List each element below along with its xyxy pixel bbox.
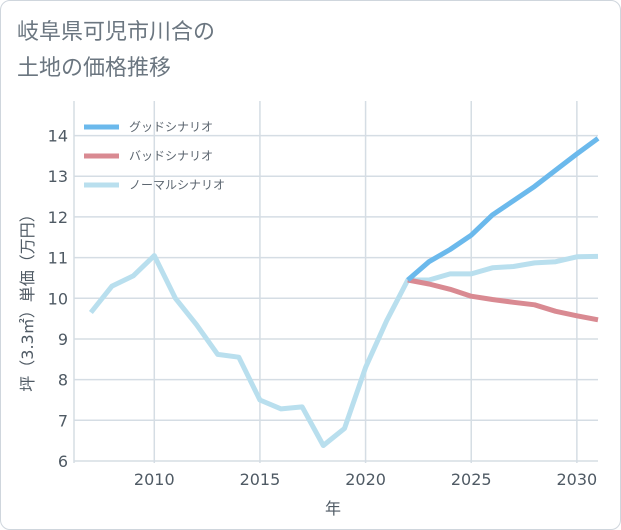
x-axis-label: 年	[325, 499, 341, 518]
series-line-good	[406, 136, 600, 282]
axis-ticks: 6 7 8 9 10 11 12 13 14 2010 2015 2020 2025 2030	[48, 127, 598, 489]
y-tick-label: 11	[48, 249, 68, 268]
x-tick-label: 2010	[134, 470, 175, 489]
legend-label: ノーマルシナリオ	[129, 178, 225, 192]
y-axis-label: 坪（3.3㎡）単価（万円）	[18, 206, 37, 391]
y-tick-label: 13	[48, 167, 68, 186]
y-tick-label: 9	[58, 330, 68, 349]
x-tick-label: 2015	[240, 470, 281, 489]
y-tick-label: 7	[58, 411, 68, 430]
y-tick-label: 12	[48, 208, 68, 227]
series-line-normal	[88, 253, 599, 448]
y-tick-label: 6	[58, 452, 68, 471]
x-tick-label: 2025	[451, 470, 492, 489]
legend-label: バッドシナリオ	[129, 149, 213, 163]
y-tick-label: 10	[48, 289, 68, 308]
y-tick-label: 8	[58, 371, 68, 390]
x-tick-label: 2030	[557, 470, 598, 489]
data-series	[88, 136, 600, 448]
x-tick-label: 2020	[345, 470, 386, 489]
grid-lines	[73, 101, 598, 463]
series-line-bad	[407, 277, 599, 323]
chart-title-line1: 岐阜県可児市川合の	[17, 20, 216, 45]
chart-title: 岐阜県可児市川合の 土地の価格推移	[17, 15, 577, 87]
legend-label: グッドシナリオ	[129, 120, 213, 134]
chart-title-line2: 土地の価格推移	[17, 56, 172, 81]
y-tick-label: 14	[48, 127, 68, 146]
